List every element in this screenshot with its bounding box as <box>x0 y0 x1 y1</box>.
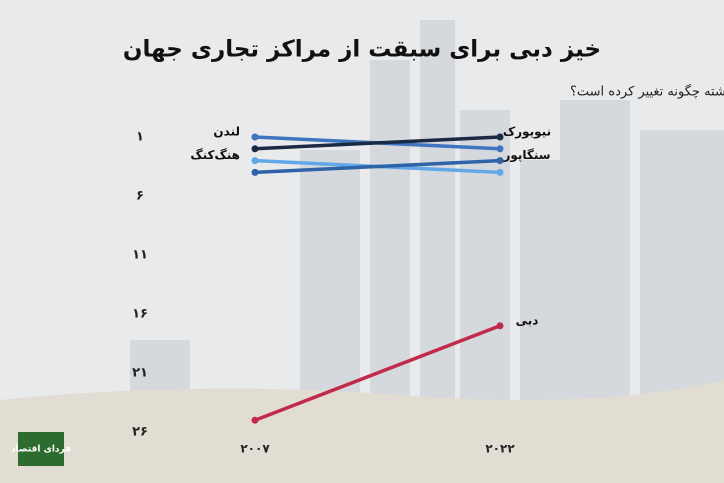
point <box>251 133 259 141</box>
point <box>251 168 259 176</box>
slope-line <box>253 324 502 422</box>
series-label: نیویورک <box>503 125 551 140</box>
y-tick-label: ۱۶ <box>132 307 148 322</box>
y-tick-label: ۲۶ <box>132 425 148 440</box>
slope-line <box>253 158 502 175</box>
logo: فردای اقتصاد <box>11 445 71 455</box>
point <box>251 145 259 153</box>
point <box>496 168 504 176</box>
series-label: هنگ‌کنگ <box>190 148 240 162</box>
series-label: لندن <box>213 125 240 139</box>
chart-title: خیز دبی برای سبقت از مراکز تجاری جهان <box>123 37 601 63</box>
y-tick-label: ۱۱ <box>132 248 148 263</box>
slope-line <box>253 135 502 151</box>
series-label: سنگاپور <box>502 148 550 163</box>
sand <box>0 380 724 483</box>
point <box>496 157 504 165</box>
point <box>251 157 259 165</box>
point <box>496 322 504 330</box>
logo-box <box>18 432 64 466</box>
point <box>496 133 504 141</box>
series-label: دبی <box>516 313 539 327</box>
y-tick-label: ۱ <box>136 130 144 145</box>
y-tick-label: ۲۱ <box>132 366 148 381</box>
x-tick-label: ۲۰۲۲ <box>485 442 515 456</box>
point <box>496 145 504 153</box>
y-tick-label: ۶ <box>136 189 144 204</box>
point <box>251 416 259 424</box>
x-tick-label: ۲۰۰۷ <box>240 442 270 456</box>
chart-subtitle: رتبه شاخص مراکز مالی جهان در ۱۵ سال گذشت… <box>570 84 724 100</box>
